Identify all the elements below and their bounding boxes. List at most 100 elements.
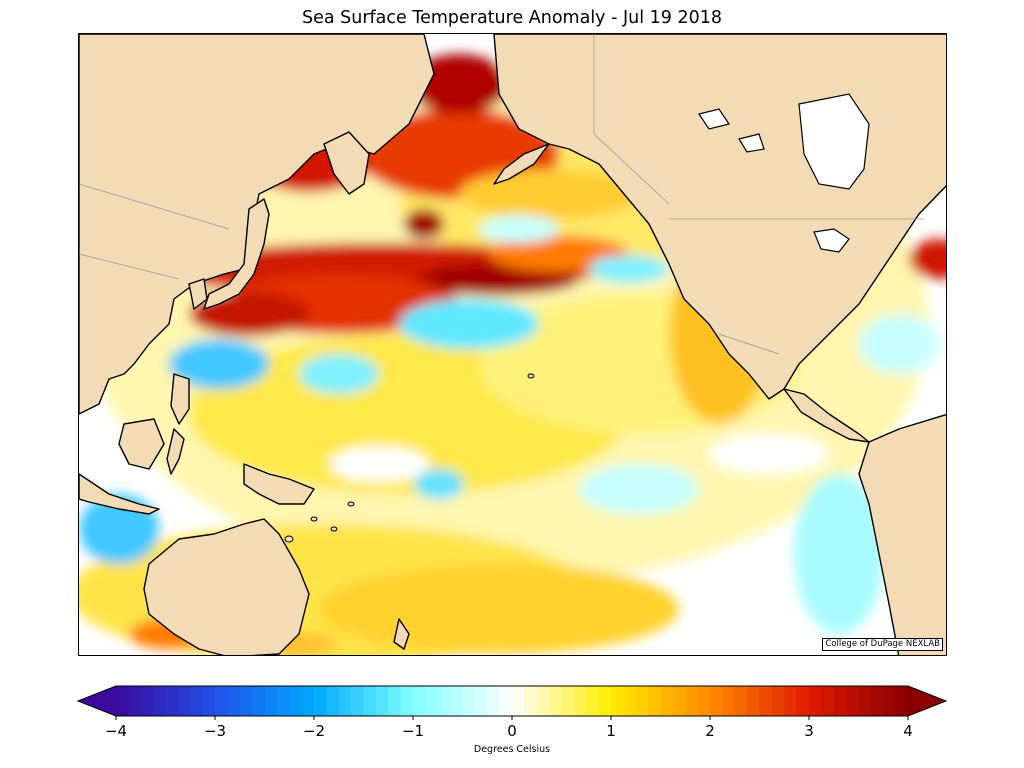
colorbar-segment (809, 686, 822, 716)
land-borneo (118, 418, 165, 470)
colorbar-tick-label: −2 (303, 722, 325, 740)
colorbar-segment (536, 686, 550, 716)
colorbar-segment (821, 686, 835, 716)
colorbar-units-label: Degrees Celsius (473, 744, 551, 755)
colorbar-segment (474, 686, 488, 716)
colorbar-segment (524, 686, 538, 716)
colorbar-segment (375, 686, 389, 716)
colorbar-segment (883, 686, 897, 716)
colorbar-segment (561, 686, 575, 716)
colorbar-segment (252, 686, 266, 716)
land-alaska-peninsula (493, 143, 550, 185)
land-south-america (858, 413, 946, 655)
colorbar-segment (771, 686, 785, 716)
colorbar-segment (549, 686, 563, 716)
colorbar-segment (165, 686, 179, 716)
colorbar-segment (747, 686, 761, 716)
colorbar-segment (437, 686, 451, 716)
land-new-zealand (393, 618, 410, 650)
credit-label: College of DuPage NEXLAB (822, 637, 943, 651)
colorbar-segment (301, 686, 315, 716)
map-title: Sea Surface Temperature Anomaly - Jul 19… (301, 8, 723, 28)
colorbar-segments (76, 685, 948, 717)
small-islands (284, 373, 535, 543)
colorbar-segment (660, 686, 674, 716)
colorbar-segment (611, 686, 624, 716)
colorbar-segment (499, 686, 513, 716)
colorbar-tick-label: 3 (804, 722, 814, 740)
colorbar-segment (140, 686, 154, 716)
colorbar-segment (413, 686, 426, 716)
colorbar-segment (239, 686, 253, 716)
map-canvas (79, 34, 946, 655)
colorbar-max-extension (908, 686, 946, 716)
colorbar-segment (722, 686, 736, 716)
colorbar-tick-label: −3 (204, 722, 226, 740)
colorbar-tick-label: 4 (903, 722, 913, 740)
colorbar-segment (759, 686, 773, 716)
colorbar-segment (895, 686, 909, 716)
colorbar-segment (672, 686, 686, 716)
colorbar-segment (116, 686, 129, 716)
land-australia (143, 518, 310, 655)
colorbar-segment (351, 686, 365, 716)
colorbar-segment (846, 686, 860, 716)
colorbar-segment (833, 686, 847, 716)
colorbar-segment (648, 686, 662, 716)
colorbar-segment (635, 686, 649, 716)
colorbar-segment (586, 686, 600, 716)
colorbar-segment (598, 686, 612, 716)
colorbar-segment (190, 686, 204, 716)
colorbar-tick-label: −4 (105, 722, 127, 740)
colorbar-segment (326, 686, 340, 716)
colorbar-segment (276, 686, 290, 716)
sst-anomaly-map: College of DuPage NEXLAB (78, 33, 947, 656)
colorbar-segment (388, 686, 402, 716)
colorbar-segment (573, 686, 587, 716)
colorbar-segment (858, 686, 872, 716)
colorbar-segment (796, 686, 810, 716)
colorbar-segment (697, 686, 711, 716)
land-kamchatka (323, 131, 370, 195)
colorbar-segment (784, 686, 798, 716)
colorbar-segment (202, 686, 216, 716)
land-korea (188, 278, 208, 310)
colorbar-segment (512, 686, 525, 716)
land-philippines (170, 373, 190, 425)
colorbar-segment (400, 686, 414, 716)
colorbar-segment (128, 686, 142, 716)
hudson-bay (798, 93, 870, 190)
colorbar-segment (487, 686, 501, 716)
colorbar-segment (338, 686, 352, 716)
lakes (698, 93, 870, 253)
colorbar-segment (289, 686, 303, 716)
land-sulawesi (166, 428, 185, 475)
colorbar-segment (462, 686, 476, 716)
colorbar-segment (153, 686, 167, 716)
colorbar-segment (177, 686, 191, 716)
colorbar-ticks: −4 −3 −2 −1 0 1 2 3 4 (105, 716, 913, 740)
colorbar-segment (425, 686, 439, 716)
colorbar: −4 −3 −2 −1 0 1 2 3 4 (76, 685, 948, 740)
colorbar-segment (450, 686, 464, 716)
colorbar-tick-label: −1 (402, 722, 424, 740)
colorbar-segment (227, 686, 241, 716)
colorbar-tick-label: 0 (507, 722, 517, 740)
colorbar-segment (363, 686, 377, 716)
land-sumatra-java (79, 473, 160, 515)
colorbar-segment (314, 686, 327, 716)
colorbar-segment (734, 686, 748, 716)
colorbar-min-extension (78, 686, 116, 716)
colorbar-segment (685, 686, 699, 716)
land-central-america (783, 388, 870, 443)
political-borders (79, 34, 924, 355)
great-lakes (813, 228, 850, 253)
colorbar-tick-label: 2 (705, 722, 715, 740)
colorbar-segment (623, 686, 637, 716)
colorbar-segment (870, 686, 884, 716)
colorbar-segment (710, 686, 723, 716)
colorbar-segment (215, 686, 228, 716)
land-new-guinea (243, 463, 315, 505)
colorbar-segment (264, 686, 278, 716)
colorbar-tick-label: 1 (606, 722, 616, 740)
